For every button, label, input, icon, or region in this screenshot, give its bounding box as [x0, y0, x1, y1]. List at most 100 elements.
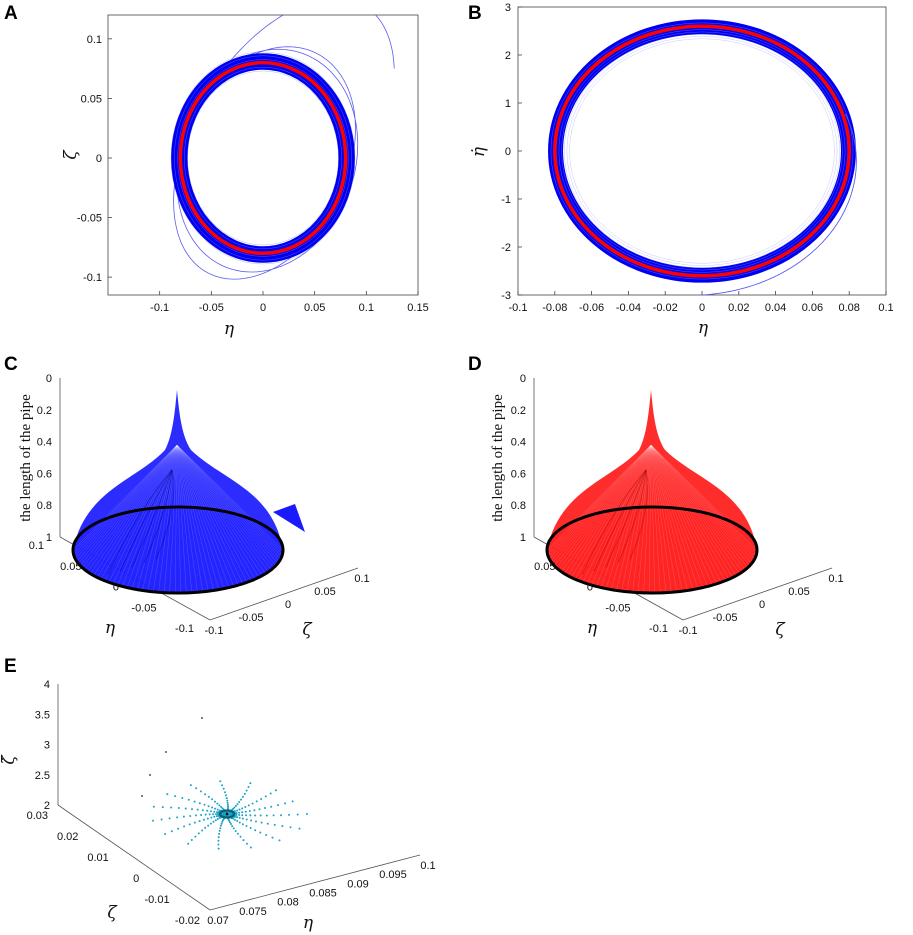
panel-e-point	[212, 820, 215, 823]
panel-e-point	[216, 808, 219, 811]
panel-e-point	[242, 839, 245, 842]
panel-e-point	[255, 820, 257, 823]
panel-d-surface	[545, 390, 759, 595]
panel-c-mesh-line	[176, 444, 272, 570]
panel-e-point	[197, 832, 200, 835]
panel-e-point	[298, 827, 301, 830]
panel-c-mesh-line	[176, 444, 269, 572]
panel-b-ytick-label: -3	[501, 290, 511, 302]
panel-c-mesh-line	[176, 444, 282, 557]
panel-e-point	[253, 809, 256, 812]
panel-c-mesh-line	[80, 444, 178, 566]
panel-e-point	[201, 717, 203, 719]
panel-d-xlabel: η	[587, 618, 598, 638]
panel-e-point	[165, 751, 167, 753]
panel-e-point	[273, 823, 276, 826]
panel-e-point	[209, 822, 212, 825]
panel-e-point	[176, 816, 179, 819]
panel-e-point	[243, 792, 246, 795]
panel-d-mesh-line	[650, 444, 743, 572]
panel-c-mesh-line	[176, 444, 181, 593]
panel-b-transient-orbit	[696, 113, 857, 295]
panel-c-mesh-line	[176, 444, 225, 589]
panel-a-ytick-label: -0.1	[83, 272, 102, 284]
panel-d-ztick-label: 0.8	[511, 500, 526, 512]
panel-d-mesh-line	[650, 444, 726, 581]
panel-a-orbit-strand	[170, 51, 356, 265]
panel-b-ytick-label: 3	[505, 2, 511, 14]
panel-d-mesh-line	[650, 444, 688, 591]
panel-b-axes-box	[517, 6, 887, 296]
panel-e-point	[226, 801, 229, 804]
panel-b-phase-portrait: -0.1 -0.08 -0.06 -0.04 -0.02 0 0.02 0.04 0.06 0.0…	[469, 2, 894, 338]
panel-d-mesh-line	[556, 444, 652, 568]
panel-d-y-axis	[682, 567, 833, 621]
panel-e-point	[226, 799, 229, 802]
panel-e-xtick-label: 0.095	[379, 869, 407, 881]
panel-e-point	[235, 812, 238, 814]
panel-d-mesh-line	[650, 444, 667, 593]
panel-c-mesh-line	[169, 444, 178, 593]
panel-b-orbit-strand	[561, 31, 843, 271]
panel-e-ytick-label: -0.02	[175, 915, 200, 927]
panel-e-point	[265, 814, 268, 817]
panel-d-fold-streak	[605, 469, 647, 568]
panel-e-point	[164, 833, 167, 835]
panel-c-rim	[71, 505, 285, 595]
panel-d-mesh-line	[650, 444, 708, 587]
panel-e-point	[226, 803, 229, 806]
panel-c-mesh-line	[84, 444, 178, 570]
panel-d-ytick-label: 0.05	[788, 586, 809, 598]
panel-e-point	[215, 815, 218, 818]
panel-b-xtick-label: 0.04	[765, 302, 786, 314]
panel-c-mesh-line	[175, 444, 178, 593]
panel-e-point	[291, 800, 294, 803]
panel-e-point	[250, 819, 253, 822]
panel-d-ytick-label: -0.1	[679, 625, 698, 637]
panel-e-point	[195, 787, 198, 790]
panel-e-point	[214, 807, 217, 810]
panel-e-point	[200, 814, 203, 816]
panel-d-mesh-line	[650, 444, 746, 570]
panel-e-point	[181, 797, 184, 799]
panel-e-point	[225, 794, 227, 797]
panel-e-point	[219, 824, 222, 827]
panel-e-xtick-label: 0.07	[207, 915, 228, 927]
panel-c-mesh-line	[176, 444, 284, 551]
panel-d-mesh-line	[650, 444, 683, 592]
panel-e-point	[213, 815, 216, 818]
panel-e-point	[247, 804, 250, 807]
panel-e-point	[238, 821, 241, 824]
panel-e-point	[247, 786, 250, 788]
panel-c-mesh-line	[176, 444, 252, 581]
panel-e-point	[203, 803, 206, 806]
panel-e-point	[217, 843, 220, 846]
panel-label-b: B	[468, 3, 482, 24]
panel-d-mesh-line	[650, 444, 752, 564]
panel-e-point	[204, 793, 207, 796]
panel-e-point	[141, 795, 143, 797]
panel-c-mesh-line	[147, 444, 178, 592]
panel-c-fold-streak	[155, 469, 174, 560]
panel-d-fold-streak	[581, 469, 647, 576]
panel-e-point	[280, 814, 282, 817]
panel-c-mesh-line	[176, 444, 234, 587]
panel-e-point	[189, 784, 192, 787]
panel-c-mesh-line	[142, 444, 178, 591]
panel-e-point	[187, 798, 190, 801]
panel-e-point	[255, 800, 258, 803]
panel-d-mesh-line	[632, 444, 652, 593]
panel-b-xtick-label: 0.06	[802, 302, 823, 314]
panel-e-point	[245, 789, 248, 792]
panel-e-point	[241, 817, 244, 820]
panel-c-mesh-line	[176, 444, 274, 568]
panel-c-flap	[273, 504, 305, 532]
panel-c-mesh-line	[176, 444, 204, 592]
panel-d-xtick-label: 0.05	[534, 561, 555, 573]
panel-c-mesh-line	[72, 444, 178, 551]
panel-e-ytick-label: 0.03	[27, 810, 48, 822]
panel-e-point	[206, 817, 209, 820]
panel-c-mesh-line	[176, 444, 198, 593]
panel-e-point	[207, 805, 210, 808]
